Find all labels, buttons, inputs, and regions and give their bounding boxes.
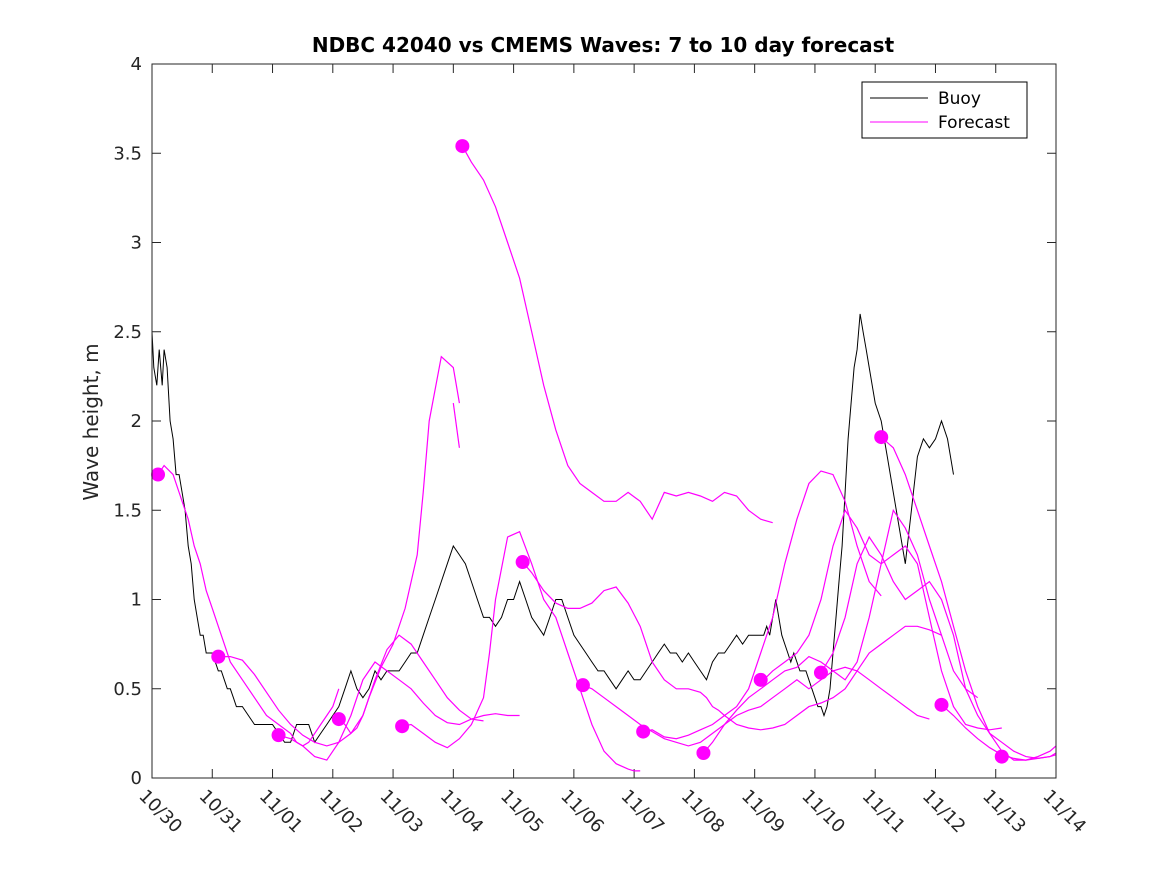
forecast-series-line <box>157 464 340 747</box>
forecast-series-line <box>522 561 942 731</box>
forecast-start-marker <box>515 555 530 570</box>
legend-forecast-label: Forecast <box>938 113 1010 133</box>
y-axis-label: Wave height, m <box>79 343 103 500</box>
y-tick-label: 0.5 <box>113 679 142 700</box>
forecast-start-marker <box>636 724 651 739</box>
forecast-series-line <box>820 535 1056 760</box>
forecast-series-line <box>338 355 460 735</box>
forecast-start-marker <box>575 678 590 693</box>
forecast-series-line <box>763 508 1002 731</box>
y-tick-label: 3.5 <box>113 143 142 164</box>
forecast-start-marker <box>994 749 1009 764</box>
legend-box <box>861 81 1028 139</box>
forecast-series-line <box>461 145 773 524</box>
forecast-start-marker <box>874 430 889 445</box>
forecast-start-marker <box>934 697 949 712</box>
y-tick-label: 1 <box>131 590 142 611</box>
forecast-start-marker <box>271 728 286 743</box>
forecast-series-line <box>643 470 882 740</box>
forecast-series-line <box>702 508 979 754</box>
forecast-start-marker <box>151 467 166 482</box>
forecast-series-line <box>880 436 1056 761</box>
forecast-start-marker <box>696 746 711 761</box>
legend: Buoy Forecast <box>861 81 1028 139</box>
axes-frame <box>151 63 1057 779</box>
forecast-start-marker <box>813 665 828 680</box>
forecast-series-line <box>452 403 460 448</box>
forecast-start-marker <box>395 719 410 734</box>
forecast-start-marker <box>753 672 768 687</box>
legend-buoy-label: Buoy <box>938 89 981 109</box>
forecast-series-line <box>278 661 520 761</box>
forecast-start-marker <box>455 139 470 154</box>
y-tick-label: 3 <box>131 233 142 254</box>
forecast-start-marker <box>211 649 226 664</box>
y-tick-label: 2.5 <box>113 322 142 343</box>
y-tick-label: 0 <box>131 768 142 789</box>
chart-title: NDBC 42040 vs CMEMS Waves: 7 to 10 day f… <box>312 33 895 57</box>
forecast-series-line <box>401 530 641 772</box>
y-tick-label: 4 <box>131 54 142 75</box>
axes-background <box>152 64 1056 778</box>
forecast-series-line <box>582 666 930 747</box>
forecast-start-marker <box>331 712 346 727</box>
y-tick-label: 1.5 <box>113 500 142 521</box>
y-tick-label: 2 <box>131 411 142 432</box>
